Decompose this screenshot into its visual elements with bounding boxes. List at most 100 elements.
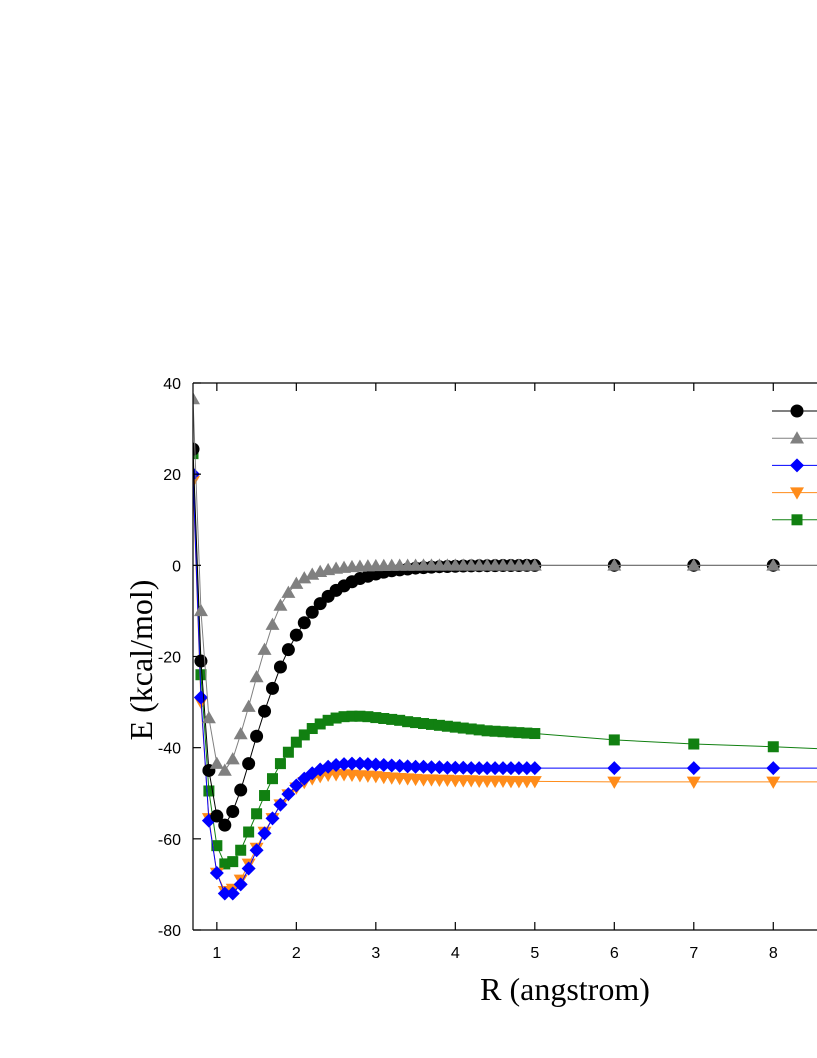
data-point	[766, 558, 781, 571]
data-point	[265, 811, 280, 826]
data-point	[201, 711, 216, 724]
data-point	[235, 844, 247, 856]
x-tick-label: 5	[530, 945, 539, 962]
data-point	[767, 741, 779, 753]
data-point	[410, 717, 422, 729]
data-point	[227, 856, 239, 868]
data-point	[257, 642, 272, 655]
data-point	[289, 576, 304, 589]
y-tick-label: -80	[158, 923, 181, 940]
data-point	[432, 760, 447, 775]
data-point	[384, 758, 399, 773]
data-point	[513, 727, 525, 739]
x-tick-label: 6	[610, 945, 619, 962]
data-point	[481, 725, 493, 737]
data-point	[225, 886, 240, 901]
data-point	[607, 558, 622, 571]
data-point	[360, 757, 375, 772]
y-axis-title: E (kcal/mol)	[123, 580, 159, 741]
series-line	[193, 453, 817, 865]
series-5	[193, 448, 817, 870]
data-point	[258, 704, 272, 718]
data-point	[527, 776, 542, 789]
data-point	[233, 726, 248, 740]
data-point	[344, 756, 359, 771]
data-point	[273, 797, 288, 812]
data-point	[440, 760, 455, 775]
data-point	[607, 761, 622, 776]
data-point	[352, 756, 367, 771]
data-point	[433, 719, 445, 731]
data-point	[376, 757, 391, 772]
data-point	[226, 804, 240, 818]
data-point	[281, 643, 295, 657]
data-point	[234, 783, 248, 797]
data-point	[505, 726, 517, 738]
data-point	[210, 809, 224, 823]
data-point	[766, 776, 781, 789]
data-point	[354, 710, 366, 722]
data-point	[298, 729, 310, 741]
data-point	[497, 726, 509, 738]
data-point	[472, 761, 487, 776]
data-point	[473, 724, 485, 736]
data-point	[193, 690, 208, 705]
x-tick-label: 7	[689, 945, 698, 962]
data-point	[456, 760, 471, 775]
data-point	[290, 736, 302, 748]
data-point	[306, 723, 318, 735]
data-point	[457, 722, 469, 734]
data-point	[217, 886, 232, 901]
data-point	[370, 712, 382, 724]
x-tick-label: 2	[292, 945, 301, 962]
y-tick-label: 20	[163, 467, 181, 484]
legend-marker	[790, 487, 804, 500]
data-point	[400, 759, 415, 774]
data-point	[266, 773, 278, 785]
data-point	[521, 727, 533, 739]
data-point	[193, 603, 208, 617]
data-point	[511, 761, 526, 776]
data-point	[305, 605, 319, 619]
data-point	[394, 714, 406, 726]
legend-marker	[790, 431, 804, 444]
data-point	[257, 826, 272, 841]
x-tick-label: 8	[769, 945, 778, 962]
data-point	[241, 861, 256, 876]
data-point	[464, 761, 479, 776]
x-axis-title: R (angstrom)	[480, 971, 650, 1007]
data-point	[503, 761, 518, 776]
data-point	[448, 760, 463, 775]
data-point	[225, 752, 240, 765]
data-point	[241, 699, 256, 712]
data-point	[607, 776, 622, 789]
data-point	[386, 713, 398, 725]
data-point	[686, 761, 701, 776]
data-point	[449, 721, 461, 733]
data-point	[686, 558, 701, 571]
data-point	[368, 757, 383, 772]
data-point	[243, 826, 255, 838]
data-point	[211, 840, 223, 852]
data-point	[289, 778, 304, 793]
data-point	[496, 761, 511, 776]
data-point	[217, 763, 232, 776]
data-point	[392, 758, 407, 773]
data-point	[688, 738, 700, 750]
data-point	[418, 718, 430, 730]
data-point	[219, 858, 231, 870]
data-point	[218, 818, 232, 832]
data-point	[425, 718, 437, 730]
data-point	[242, 757, 256, 771]
data-point	[297, 571, 312, 584]
data-point	[488, 761, 503, 776]
data-point	[209, 866, 224, 881]
data-point	[527, 761, 542, 776]
axes	[192, 382, 817, 931]
y-tick-label: -60	[158, 832, 181, 849]
data-point	[608, 734, 620, 746]
data-point	[281, 787, 296, 802]
legend-marker	[790, 458, 804, 473]
data-point	[282, 746, 294, 758]
